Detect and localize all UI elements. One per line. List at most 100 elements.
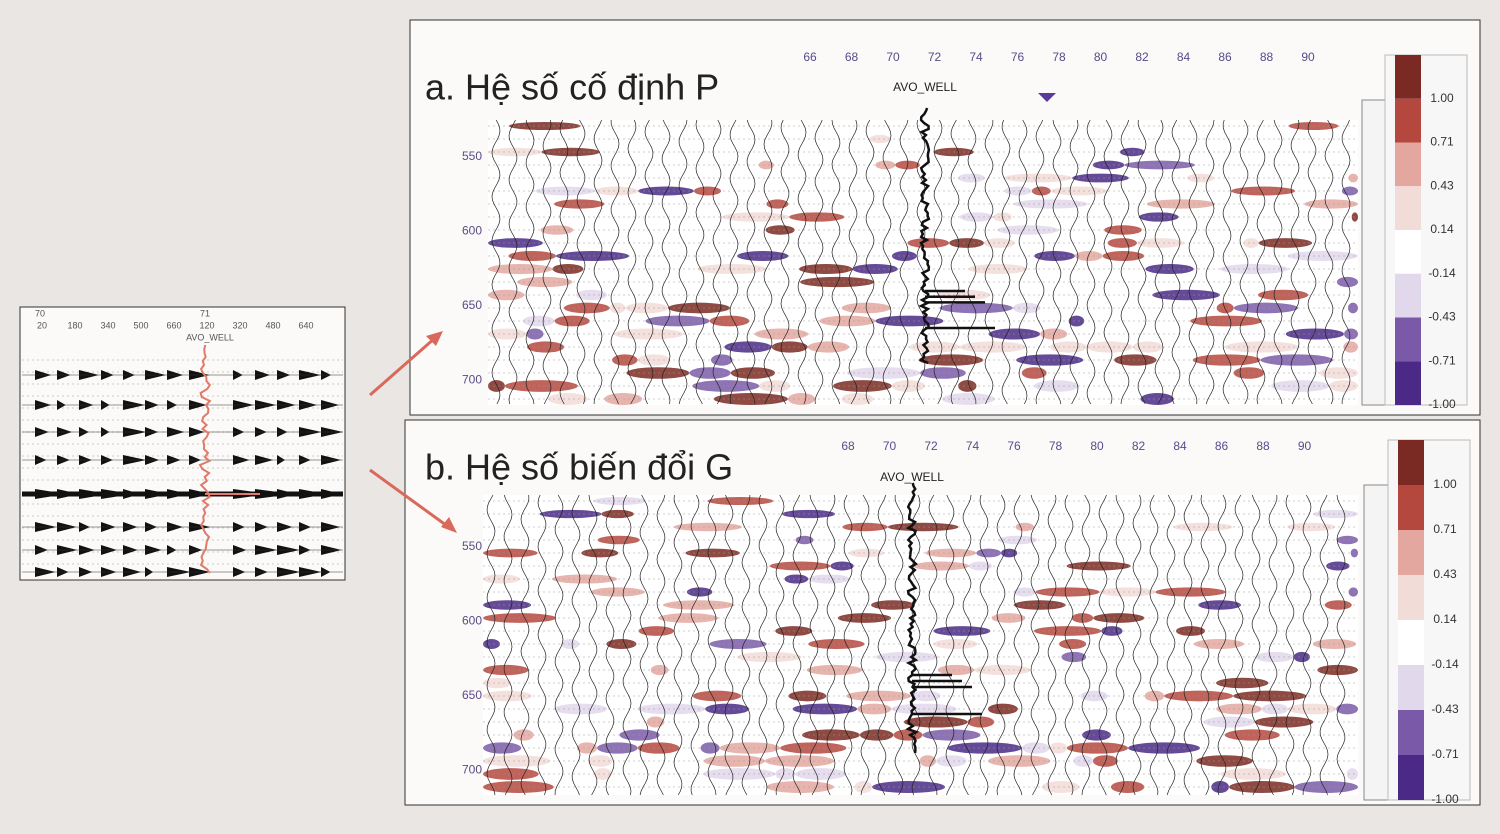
amplitude-band	[936, 755, 967, 767]
trace	[661, 119, 671, 405]
amplitude-band	[488, 380, 505, 392]
amplitude-band	[1192, 354, 1261, 366]
amplitude-band	[957, 173, 985, 183]
amplitude-band	[998, 535, 1038, 545]
trace	[775, 494, 785, 796]
amplitude-band	[842, 522, 888, 532]
colorbar-label: 0.43	[1430, 178, 1454, 192]
colorbar-label: 0.71	[1430, 135, 1454, 149]
amplitude-band	[1173, 522, 1233, 532]
amplitude-band	[875, 651, 939, 663]
trace	[950, 119, 960, 405]
trace	[916, 119, 926, 405]
amplitude-band	[1224, 341, 1299, 353]
left-panel	[19, 306, 346, 581]
amplitude-band	[1041, 781, 1080, 793]
colorbar-label: -0.14	[1431, 657, 1459, 671]
colorbar-segment	[1395, 142, 1421, 187]
trace	[707, 494, 717, 796]
amplitude-band	[1216, 677, 1269, 689]
amplitude-band	[967, 716, 995, 728]
amplitude-band	[849, 548, 885, 558]
amplitude-band	[933, 626, 991, 636]
amplitude-band	[552, 263, 584, 275]
trace	[945, 494, 955, 796]
amplitude-band	[721, 212, 790, 222]
depth-label: 550	[462, 539, 482, 553]
trace	[843, 494, 853, 796]
trace	[1018, 119, 1028, 405]
trace	[1319, 494, 1329, 796]
amplitude-band	[1119, 147, 1145, 157]
amplitude-band	[871, 600, 915, 610]
x-label: 70	[886, 50, 900, 64]
amplitude-band	[1336, 703, 1358, 715]
amplitude-band	[483, 677, 512, 689]
x-label: 70	[883, 439, 897, 453]
colorbar-label: -0.71	[1431, 747, 1459, 761]
offset-label: 640	[298, 320, 313, 330]
trace	[809, 494, 819, 796]
trace	[1120, 119, 1130, 405]
amplitude-band	[1287, 522, 1336, 532]
amplitude-band	[724, 341, 772, 353]
amplitude-band	[1035, 587, 1100, 597]
trace	[605, 494, 615, 796]
trace	[911, 494, 921, 796]
colorbar-label: -1.00	[1428, 397, 1456, 411]
colorbar-label: 0.14	[1430, 222, 1454, 236]
amplitude-band	[765, 225, 795, 235]
amplitude-band	[758, 160, 774, 170]
colorbar-label: 0.71	[1433, 522, 1457, 536]
well-log	[198, 344, 212, 574]
amplitude-band	[1260, 354, 1334, 366]
amplitude-band	[535, 186, 595, 196]
amplitude-band	[539, 509, 602, 519]
amplitude-band	[541, 147, 600, 157]
x-label: 72	[924, 439, 938, 453]
trace	[503, 494, 513, 796]
amplitude-band	[959, 341, 1026, 353]
x-label: 76	[1007, 439, 1021, 453]
arrow	[369, 468, 451, 530]
amplitude-band	[766, 199, 789, 209]
colorbar-label: 0.14	[1433, 612, 1457, 626]
colorbar-label: -0.14	[1428, 266, 1456, 280]
trace	[1098, 494, 1108, 796]
amplitude-band	[1068, 315, 1085, 327]
trace	[1217, 494, 1227, 796]
trace	[1149, 494, 1159, 796]
amplitude-band	[710, 354, 733, 366]
amplitude-band	[730, 367, 776, 379]
offset-label: 180	[67, 320, 82, 330]
amplitude-band	[1336, 535, 1358, 545]
amplitude-band	[508, 251, 557, 261]
amplitude-band	[1313, 509, 1358, 519]
amplitude-band	[705, 703, 749, 715]
trace	[848, 119, 858, 405]
trace	[1154, 119, 1164, 405]
amplitude-band	[483, 690, 533, 702]
offset-label: 500	[133, 320, 148, 330]
amplitude-band	[1031, 186, 1051, 196]
trace	[486, 494, 496, 796]
amplitude-band	[959, 212, 994, 222]
trace	[678, 119, 688, 405]
trace	[1115, 494, 1125, 796]
trace	[1205, 119, 1215, 405]
amplitude-band	[1176, 626, 1206, 636]
amplitude-band	[841, 393, 874, 405]
amplitude-band	[540, 225, 574, 235]
well-label: AVO_WELL	[880, 470, 944, 484]
amplitude-band	[784, 574, 809, 584]
trace	[554, 494, 564, 796]
amplitude-band	[799, 263, 853, 275]
amplitude-band	[483, 574, 520, 584]
colorbar-label: 0.43	[1433, 567, 1457, 581]
amplitude-band	[1140, 393, 1174, 405]
colorbar-segment	[1395, 361, 1421, 405]
trace	[792, 494, 802, 796]
top-label: 70	[35, 308, 45, 318]
scrollbar	[1361, 99, 1387, 406]
amplitude-band	[637, 703, 706, 715]
